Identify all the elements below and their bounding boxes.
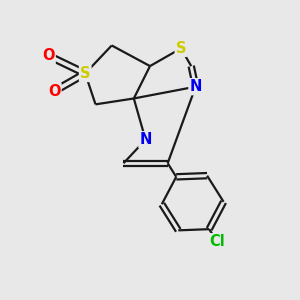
- Text: S: S: [80, 66, 91, 81]
- Text: N: N: [140, 132, 152, 147]
- Text: O: O: [48, 84, 61, 99]
- Text: N: N: [190, 79, 202, 94]
- Text: O: O: [42, 48, 55, 63]
- Text: S: S: [176, 41, 186, 56]
- Text: Cl: Cl: [209, 234, 225, 249]
